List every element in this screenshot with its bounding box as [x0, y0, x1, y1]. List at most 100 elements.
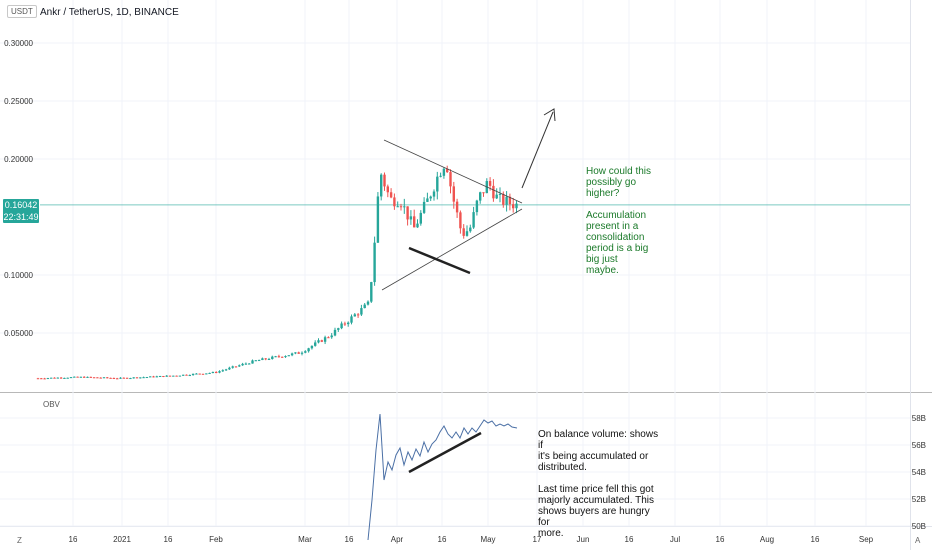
- currency-badge[interactable]: USDT: [7, 5, 37, 18]
- candle-body: [122, 377, 125, 379]
- breakout-arrow-head: [543, 108, 556, 122]
- last-price-value: 0.16042: [4, 200, 38, 210]
- candle-body: [145, 377, 149, 379]
- breakout-arrow-shaft: [521, 111, 554, 189]
- candle-body: [102, 377, 106, 379]
- candle-body: [248, 363, 251, 365]
- candle-body: [370, 282, 373, 302]
- candle-body: [333, 329, 337, 336]
- candle-body: [89, 376, 92, 378]
- x-tick-label: Apr: [391, 535, 404, 544]
- candle-body: [211, 372, 215, 374]
- candle-body: [459, 212, 462, 229]
- candle-body: [403, 206, 406, 208]
- candle-body: [59, 377, 63, 379]
- candle-body: [66, 377, 69, 379]
- candle-body: [274, 356, 277, 358]
- candle-body: [99, 377, 102, 379]
- candle-body: [389, 192, 393, 198]
- candle-body: [360, 308, 363, 315]
- candle-body: [320, 340, 323, 342]
- obv-indicator-label[interactable]: OBV: [43, 400, 60, 409]
- candle-body: [234, 366, 238, 368]
- candle-body: [178, 375, 182, 377]
- candle-body: [165, 375, 168, 377]
- candle-body: [158, 375, 162, 377]
- candle-body: [327, 337, 330, 339]
- candle-body: [271, 356, 274, 360]
- candle-body: [495, 194, 498, 199]
- y-tick-label: 0.25000: [4, 97, 33, 106]
- candle-body: [182, 374, 185, 376]
- candle-body: [231, 366, 234, 368]
- candle-body: [92, 377, 96, 379]
- x-tick-label: 16: [438, 535, 447, 544]
- last-price-tag: 0.16042 22:31:49: [3, 199, 39, 223]
- candle-body: [63, 377, 66, 379]
- candle-body: [40, 378, 43, 380]
- candle-body: [53, 377, 56, 379]
- candle-body: [73, 376, 76, 378]
- candle-body: [155, 376, 158, 378]
- candle-body: [106, 377, 109, 379]
- candle-body: [76, 376, 79, 378]
- candle-body: [393, 197, 396, 207]
- candle-body: [472, 212, 475, 228]
- candle-body: [228, 367, 231, 370]
- y-tick-label: 0.05000: [4, 329, 33, 338]
- candle-body: [376, 196, 380, 243]
- x-tick-label: 16: [69, 535, 78, 544]
- candle-body: [175, 375, 178, 377]
- candle-body: [254, 360, 257, 362]
- candle-body: [241, 363, 244, 366]
- candle-body: [257, 360, 261, 362]
- candle-body: [125, 377, 129, 379]
- candle-body: [442, 168, 446, 176]
- candle-body: [83, 376, 86, 378]
- zoom-z-button[interactable]: Z: [17, 536, 22, 545]
- candle-body: [224, 369, 228, 371]
- auto-scale-button[interactable]: A: [915, 536, 921, 545]
- candle-body: [465, 231, 469, 236]
- candle-body: [347, 322, 350, 325]
- candle-body: [426, 198, 429, 202]
- candle-body: [290, 353, 294, 356]
- candle-body: [238, 365, 241, 367]
- candle-body: [185, 374, 188, 376]
- candle-body: [436, 176, 439, 192]
- obv-tick-label: 54B: [912, 468, 926, 477]
- candle-body: [86, 376, 89, 378]
- candle-body: [56, 377, 59, 379]
- candle-body: [492, 185, 495, 199]
- x-tick-label: Feb: [209, 535, 223, 544]
- x-tick-label: 16: [345, 535, 354, 544]
- obv-trend-line: [408, 431, 482, 474]
- price-annotation-text: How could this possibly go higher? Accum…: [586, 166, 652, 276]
- candle-body: [455, 201, 459, 213]
- x-tick-label: Mar: [298, 535, 312, 544]
- x-tick-label: Jun: [577, 535, 590, 544]
- candle-body: [409, 216, 413, 220]
- candle-body: [396, 206, 399, 208]
- candle-body: [386, 186, 389, 193]
- candle-body: [452, 186, 455, 202]
- candle-body: [287, 355, 290, 357]
- y-tick-label: 0.30000: [4, 39, 33, 48]
- support-trend-line: [408, 246, 471, 275]
- x-tick-label: Aug: [760, 535, 774, 544]
- y-tick-label: 0.10000: [4, 271, 33, 280]
- candle-body: [261, 358, 264, 361]
- candle-body: [162, 375, 165, 377]
- obv-tick-label: 52B: [912, 495, 926, 504]
- candle-body: [69, 377, 73, 379]
- candle-body: [43, 378, 46, 380]
- candle-body: [383, 174, 386, 187]
- candle-body: [218, 371, 221, 373]
- candle-body: [508, 196, 512, 205]
- candle-body: [330, 335, 333, 338]
- x-tick-label: 16: [716, 535, 725, 544]
- candle-body: [307, 348, 310, 352]
- candle-body: [139, 377, 142, 379]
